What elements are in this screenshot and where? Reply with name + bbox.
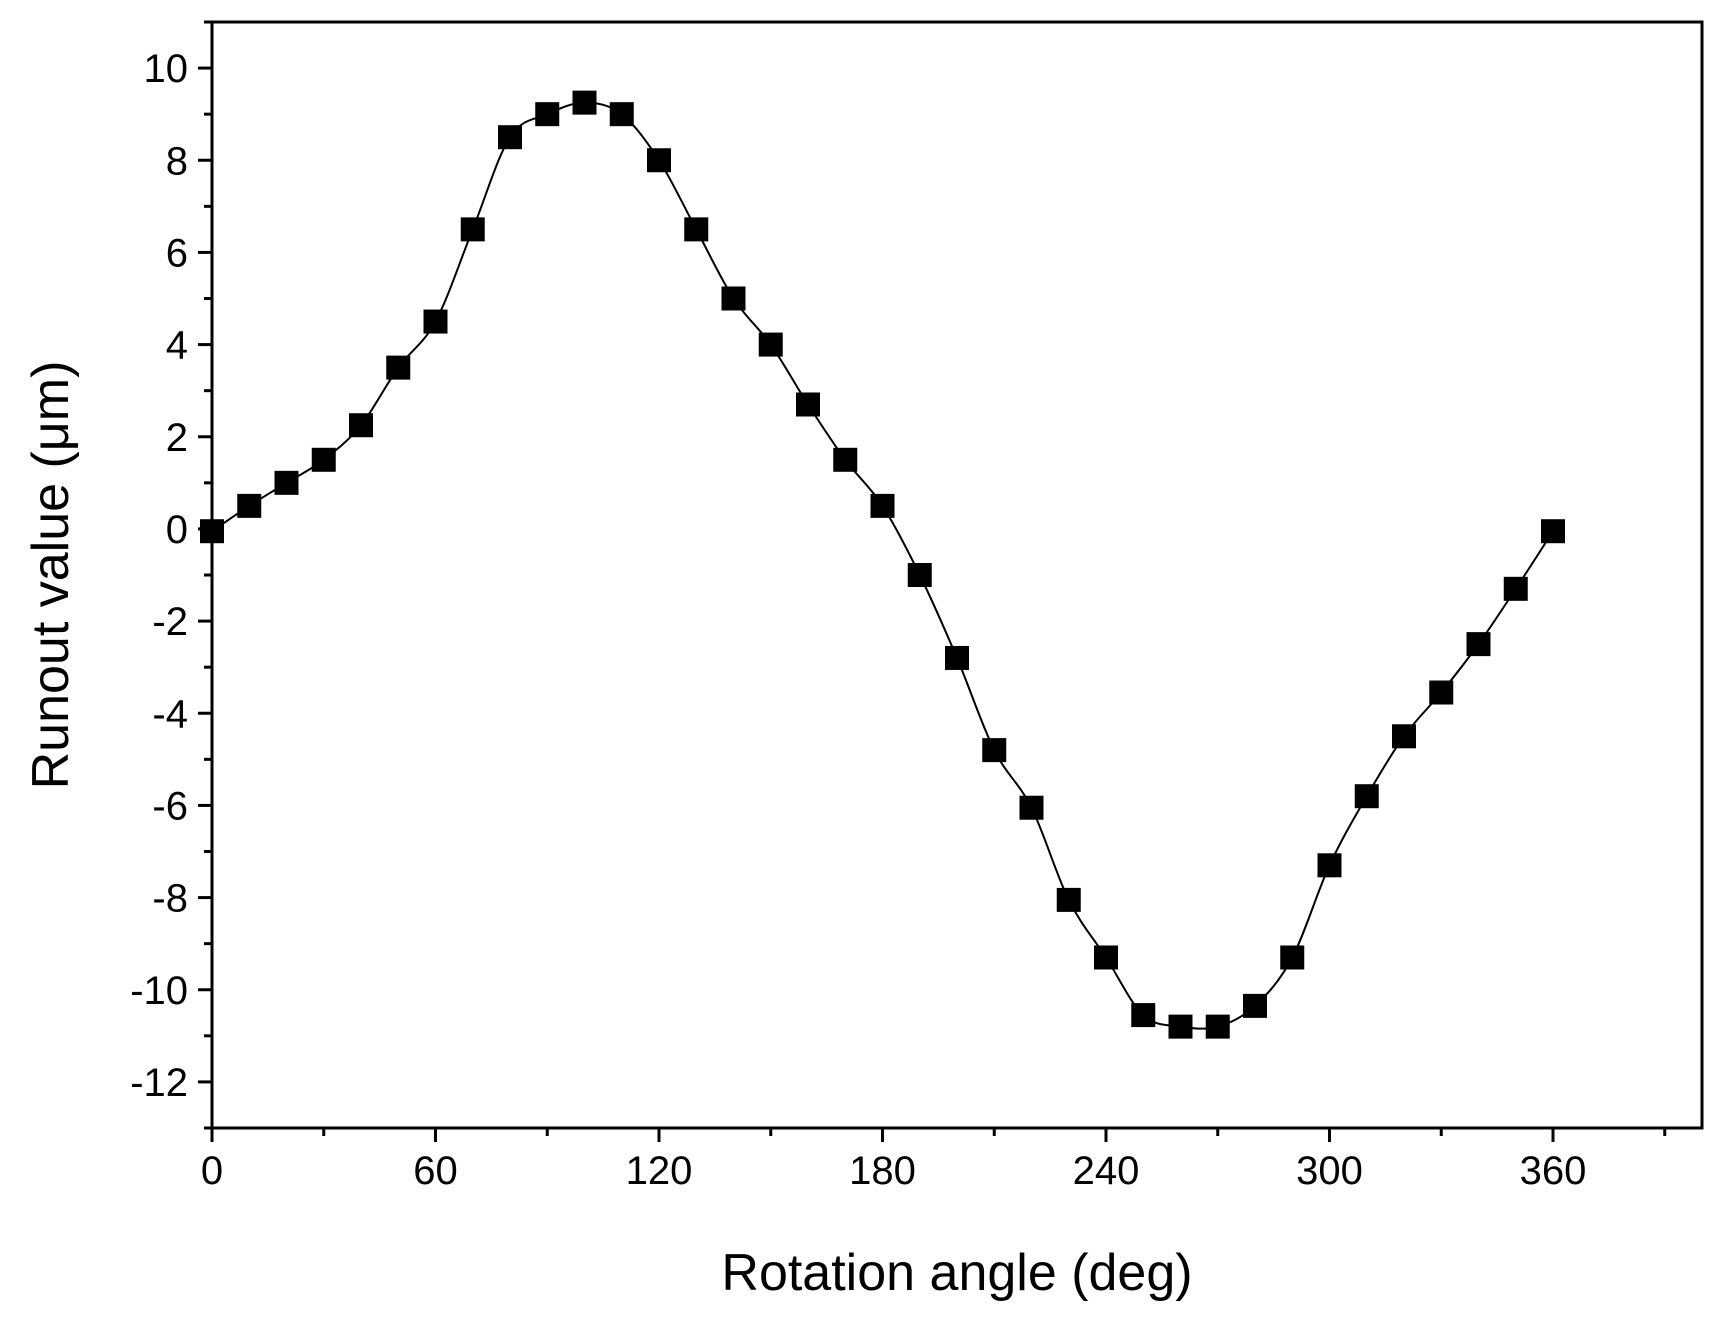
data-point [1503,576,1528,601]
data-point [758,332,783,357]
plot-frame [210,20,1704,1130]
y-tick-label: 2 [166,416,188,460]
data-point [647,148,671,173]
y-tick-label: 0 [166,508,188,552]
data-point [684,217,709,242]
data-point [982,738,1007,763]
data-point [572,90,597,115]
data-point [386,355,411,380]
x-tick-label: 120 [626,1149,693,1193]
data-point [1205,1014,1230,1039]
data-point [311,447,336,472]
data-point [349,413,373,438]
data-point [460,217,485,242]
y-tick-label: 4 [166,324,188,368]
data-point [1541,519,1565,544]
y-axis-title: Runout value (μm) [22,361,80,790]
data-point [1354,784,1379,809]
data-point [1392,724,1416,749]
data-point [1243,993,1267,1018]
x-tick-label: 180 [849,1149,916,1193]
data-point [721,286,746,311]
series-line [211,101,1554,1030]
y-tick-label: 6 [166,231,188,275]
data-point [609,102,634,127]
x-axis-title: Rotation angle (deg) [721,1244,1192,1302]
data-point [1056,887,1081,912]
data-point [945,645,969,670]
x-tick-label: 300 [1296,1149,1363,1193]
data-point [274,470,299,495]
y-tick-label: -4 [152,692,188,736]
data-point [1317,853,1342,878]
data-point [535,102,560,127]
x-tick-label: 60 [413,1149,458,1193]
data-point [1280,945,1305,970]
data-point [796,392,820,417]
data-point [1094,945,1118,970]
x-tick-label: 0 [201,1149,223,1193]
data-point [1466,632,1491,657]
data-point [498,125,522,150]
y-tick-label: 10 [144,47,189,91]
y-tick-label: -10 [130,969,188,1013]
x-tick-label: 360 [1520,1149,1587,1193]
data-point [423,309,448,334]
y-tick-label: -12 [130,1061,188,1105]
data-point [200,519,224,544]
data-point [1131,1003,1156,1028]
data-point [1019,795,1044,820]
y-tick-label: -6 [152,784,188,828]
data-point [833,447,858,472]
y-tick-label: -8 [152,877,188,921]
y-tick-label: 8 [166,139,188,183]
y-tick-label: -2 [152,600,188,644]
data-point [870,493,895,518]
data-point [907,563,932,587]
data-point [1429,680,1454,705]
x-tick-label: 240 [1073,1149,1140,1193]
data-point [237,493,262,518]
data-point [1168,1014,1193,1039]
